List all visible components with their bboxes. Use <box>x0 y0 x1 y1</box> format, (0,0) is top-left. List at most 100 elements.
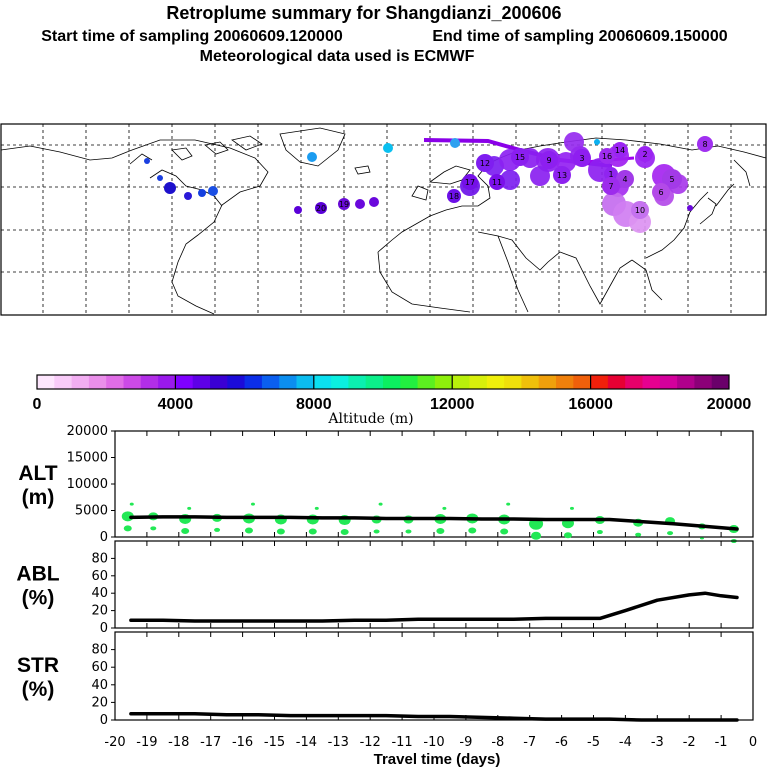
plume-cluster-marker <box>637 146 653 162</box>
altitude-cluster-marker <box>308 528 317 535</box>
y-tick-label: 10000 <box>67 477 108 492</box>
map-coastline-segment <box>499 137 767 159</box>
x-tick-label: -18 <box>168 735 189 750</box>
panel-str: 80 60 40 20 0 STR(%) <box>17 631 754 728</box>
map-coastline-segment <box>149 169 223 207</box>
plume-cluster-marker <box>604 167 618 181</box>
x-tick-label: -2 <box>683 735 696 750</box>
colorbar-tick-label: 12000 <box>430 396 475 413</box>
map-coastline-segment <box>231 135 263 151</box>
x-tick-label: -13 <box>328 735 349 750</box>
plume-blob <box>530 166 550 186</box>
plume-cluster-label: 14 <box>615 146 625 155</box>
colorbar-segment <box>158 375 176 389</box>
y-tick-label: 80 <box>91 551 108 566</box>
colorbar-segment <box>313 375 332 389</box>
colorbar-segment <box>677 375 695 389</box>
map-coastline-segment <box>477 231 529 313</box>
altitude-cluster-marker <box>563 532 572 539</box>
y-tick-label: 0 <box>100 621 108 636</box>
plume-cluster-marker <box>616 170 634 188</box>
end-time-label: End time of sampling 20060609.150000 <box>432 28 727 45</box>
y-tick-label: 15000 <box>67 451 108 466</box>
map-coastline-segment <box>279 127 346 167</box>
plume-fragment-marker <box>198 189 206 197</box>
x-tick-label: -12 <box>360 735 381 750</box>
plume-cluster-marker <box>652 183 670 201</box>
x-tick-label: -8 <box>491 735 504 750</box>
y-tick-label: 80 <box>91 643 108 658</box>
series-line-str <box>129 712 739 722</box>
colorbar-segment <box>573 375 592 389</box>
panel-ylabel-top: ABL <box>16 563 59 586</box>
colorbar-segment <box>434 375 453 389</box>
altitude-cluster-marker <box>378 502 383 506</box>
colorbar-segment <box>296 375 315 389</box>
x-tick-label: -3 <box>651 735 664 750</box>
plume-blob <box>500 170 520 190</box>
x-tick-label: -7 <box>523 735 536 750</box>
colorbar-segment <box>227 375 246 389</box>
x-tick-label: -15 <box>264 735 285 750</box>
map-coastline-segment <box>377 251 471 313</box>
map-coastline-segment <box>631 259 663 301</box>
altitude-cluster-marker <box>340 529 349 536</box>
x-tick-label: -17 <box>200 735 221 750</box>
plume-fragment-marker <box>687 205 693 211</box>
plume-fragment-marker <box>157 175 163 181</box>
map-coastline-segment <box>377 157 501 253</box>
altitude-cluster-marker <box>442 506 447 510</box>
colorbar-segment <box>625 375 643 389</box>
panel-ylabel-top: STR <box>17 654 59 677</box>
x-tick-label: -9 <box>459 735 472 750</box>
altitude-cluster-marker <box>129 502 134 506</box>
plume-cluster-label: 10 <box>635 206 645 215</box>
colorbar-segment <box>607 375 626 389</box>
colorbar-segment <box>210 375 228 389</box>
map-coastline-segment <box>715 183 735 207</box>
colorbar-segment <box>469 375 488 389</box>
plume-cluster-label: 11 <box>492 178 502 187</box>
x-tick-label: 0 <box>749 735 757 750</box>
colorbar-segment <box>486 375 505 389</box>
map-coastline-segment <box>497 235 561 271</box>
plume-fragment-marker <box>307 152 317 162</box>
altitude-cluster-marker <box>123 525 132 532</box>
plume-cluster-marker <box>599 148 615 164</box>
colorbar-segment <box>348 375 367 389</box>
altitude-cluster-marker <box>150 526 157 531</box>
map-coastline-segment <box>354 165 371 175</box>
colorbar-segment <box>106 375 124 389</box>
colorbar-segment <box>556 375 574 389</box>
altitude-cluster-marker <box>500 528 509 535</box>
colorbar-segment <box>538 375 557 389</box>
plume-fragment-marker <box>144 158 150 164</box>
plume-cluster-marker <box>602 177 620 195</box>
y-tick-label: 20 <box>91 604 108 619</box>
colorbar-segment <box>504 375 522 389</box>
x-tick-label: -1 <box>715 735 728 750</box>
colorbar-segment <box>642 375 661 389</box>
altitude-cluster-marker <box>569 506 574 510</box>
panel-frame <box>114 631 754 721</box>
plume-blob <box>564 132 584 152</box>
plume-cluster-label: 15 <box>515 153 525 162</box>
colorbar-segment <box>521 375 540 389</box>
altitude-cluster-marker <box>181 527 190 534</box>
colorbar-tick-label: 16000 <box>568 396 613 413</box>
plume-cluster-label: 4 <box>622 175 627 184</box>
plume-cluster-label: 5 <box>669 175 674 184</box>
x-tick-label: -4 <box>619 735 632 750</box>
plume-cluster-label: 6 <box>658 188 663 197</box>
colorbar-segment <box>590 375 609 389</box>
altitude-cluster-marker <box>214 527 221 532</box>
colorbar-segment <box>711 375 730 389</box>
altitude-cluster-marker <box>506 502 511 506</box>
y-tick-label: 20 <box>91 695 108 710</box>
x-tick-label: -11 <box>391 735 412 750</box>
colorbar-segment <box>175 375 194 389</box>
colorbar-segment <box>279 375 297 389</box>
plume-cluster-label: 20 <box>316 204 326 213</box>
plume-fragment-marker <box>208 186 218 196</box>
colorbar-segment <box>452 375 470 389</box>
